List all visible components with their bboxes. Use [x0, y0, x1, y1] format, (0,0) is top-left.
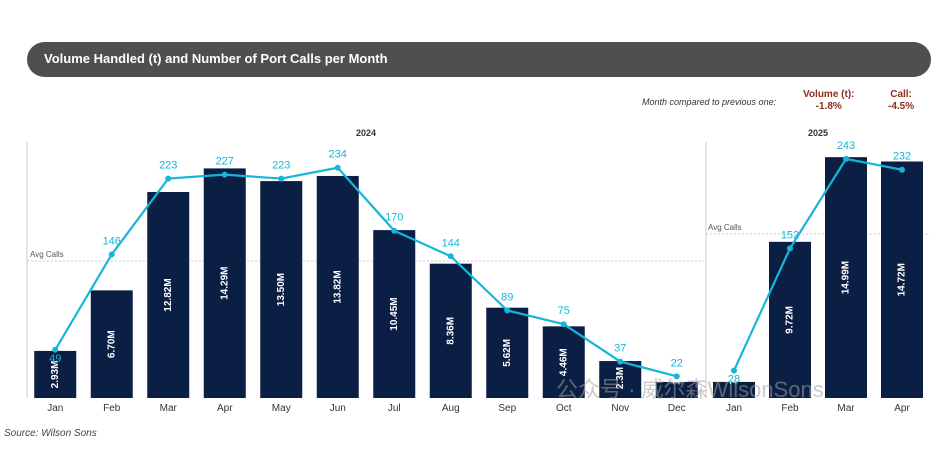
volume-label: 14.99M — [841, 261, 852, 294]
port-calls-label: 243 — [837, 140, 855, 152]
x-tick-label: Dec — [668, 403, 686, 414]
port-calls-line — [54, 166, 678, 378]
volume-bar — [429, 263, 472, 398]
call-change-value: -4.5% — [888, 101, 915, 112]
port-calls-label: 227 — [216, 156, 234, 168]
volume-bar — [769, 241, 811, 398]
comparison-label: Month compared to previous one: — [642, 97, 777, 107]
x-tick-label: Apr — [894, 403, 910, 414]
port-calls-point — [221, 171, 228, 178]
volume-bar — [90, 290, 133, 398]
volume-label: 14.72M — [897, 263, 908, 296]
chart-title-bar: Volume Handled (t) and Number of Port Ca… — [27, 42, 931, 77]
x-tick-label: Feb — [103, 403, 121, 414]
volume-bar — [373, 230, 416, 398]
volume-bar — [881, 161, 923, 398]
volume-bar — [316, 175, 359, 398]
volume-bar — [599, 361, 642, 398]
port-calls-point — [165, 175, 172, 182]
port-calls-label: 37 — [614, 343, 626, 355]
volume-change-value: -1.8% — [815, 101, 842, 112]
port-calls-point — [504, 307, 511, 314]
volume-bar — [486, 307, 529, 398]
avg-calls-label: Avg Calls — [30, 250, 64, 259]
x-tick-label: Mar — [837, 403, 855, 414]
source-note: Source: Wilson Sons — [4, 428, 97, 439]
volume-bar — [34, 350, 77, 398]
volume-bar — [655, 381, 698, 398]
volume-label: 2.93M — [50, 361, 61, 389]
x-tick-label: Jan — [47, 403, 63, 414]
port-calls-point — [278, 175, 285, 182]
volume-label: 9.72M — [785, 306, 796, 334]
volume-label: 6.70M — [106, 330, 117, 358]
port-calls-point — [560, 321, 567, 328]
x-tick-label: Nov — [611, 403, 629, 414]
port-calls-label: 152 — [781, 229, 799, 241]
port-calls-label: 223 — [272, 160, 290, 172]
volume-bar — [203, 168, 246, 398]
volume-label: 12.82M — [163, 278, 174, 311]
panel-title: 2025 — [808, 128, 828, 138]
port-calls-point — [52, 346, 59, 353]
port-calls-label: 22 — [671, 357, 683, 369]
port-calls-label: 49 — [49, 353, 61, 365]
port-calls-label: 234 — [329, 149, 347, 161]
volume-bar — [147, 192, 190, 398]
port-calls-label: 223 — [159, 160, 177, 172]
x-tick-label: Sep — [498, 403, 516, 414]
port-calls-label: 232 — [893, 151, 911, 163]
volume-bar — [542, 326, 585, 398]
port-calls-label: 170 — [385, 212, 403, 224]
port-calls-point — [334, 164, 341, 171]
call-change: Call: -4.5% — [888, 89, 914, 113]
volume-change-label: Volume (t): — [803, 89, 855, 100]
x-tick-label: Jun — [330, 403, 346, 414]
volume-label: 13.82M — [332, 270, 343, 303]
x-tick-label: Oct — [556, 403, 572, 414]
volume-label: 10.45M — [389, 297, 400, 330]
x-tick-label: Mar — [160, 403, 178, 414]
volume-label: 2.3M — [615, 367, 626, 389]
port-calls-point — [617, 358, 624, 365]
port-calls-point — [447, 253, 454, 260]
volume-bar — [825, 157, 867, 398]
port-calls-line — [733, 157, 903, 371]
port-calls-label: 75 — [558, 305, 570, 317]
avg-calls-label: Avg Calls — [708, 223, 742, 232]
port-calls-label: 28 — [728, 373, 740, 385]
panel-title: 2024 — [356, 128, 376, 138]
x-tick-label: Jul — [388, 403, 401, 414]
chart-title: Volume Handled (t) and Number of Port Ca… — [44, 51, 388, 66]
volume-bar — [713, 381, 755, 398]
port-calls-point — [899, 166, 905, 173]
x-tick-label: May — [272, 403, 291, 414]
call-change-label: Call: — [890, 89, 912, 100]
volume-change: Volume (t): -1.8% — [803, 89, 854, 113]
volume-label: 8.36M — [445, 317, 456, 345]
volume-label: 1M — [729, 371, 740, 385]
port-calls-point — [673, 373, 680, 380]
volume-bar — [260, 181, 303, 398]
port-calls-point — [843, 155, 849, 162]
volume-label: 13.50M — [276, 273, 287, 306]
x-tick-label: Aug — [442, 403, 460, 414]
port-calls-point — [391, 227, 398, 234]
volume-label: 5.62M — [502, 339, 513, 367]
port-calls-label: 144 — [442, 237, 460, 249]
x-tick-label: Feb — [781, 403, 799, 414]
volume-label: 4.46M — [558, 348, 569, 376]
x-tick-label: Jan — [726, 403, 742, 414]
port-calls-point — [108, 251, 115, 258]
port-calls-point — [731, 367, 737, 374]
watermark: 公众号 · 威尔森WilsonSons — [556, 377, 824, 402]
x-tick-label: Apr — [217, 403, 233, 414]
port-calls-label: 89 — [501, 291, 513, 303]
volume-label: 14.29M — [219, 267, 230, 300]
port-calls-label: 146 — [103, 235, 121, 247]
port-calls-point — [787, 245, 793, 252]
